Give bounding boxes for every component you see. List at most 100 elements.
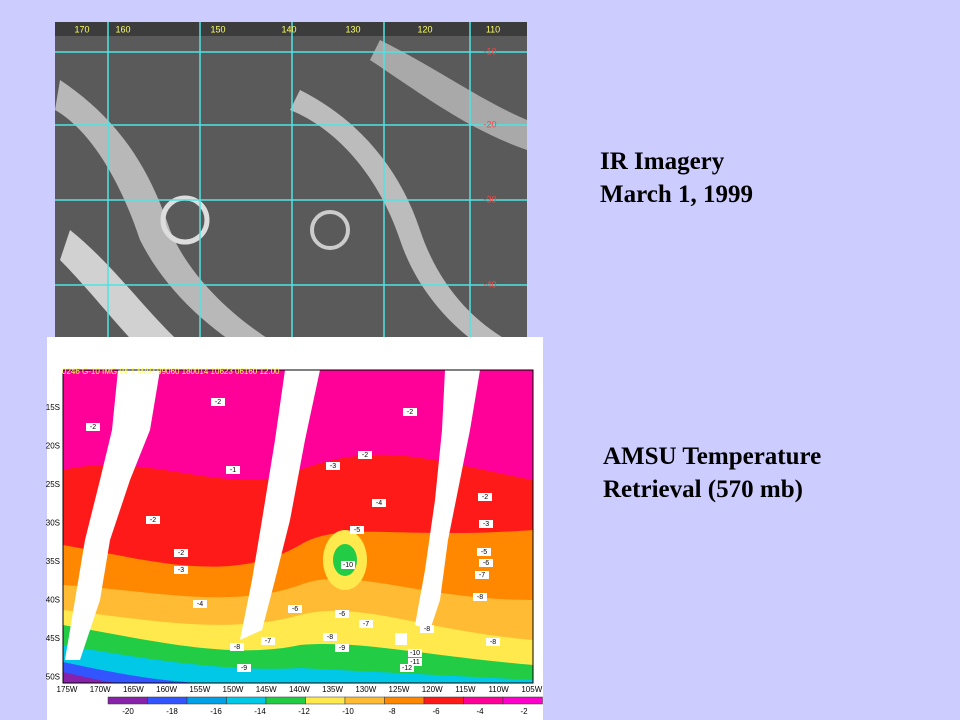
contour-label-bg: [226, 466, 240, 474]
contour-label-bg: [261, 637, 275, 645]
contour-label: -8: [234, 644, 240, 651]
contour-label: -9: [241, 665, 247, 672]
contour-label-bg: [86, 423, 100, 431]
caption-line: AMSU Temperature: [603, 443, 822, 470]
contour-label: -2: [482, 494, 488, 501]
contour-label-bg: [193, 600, 207, 608]
contour-label-bg: [323, 633, 337, 641]
colorbar-label: -6: [432, 707, 440, 716]
map-lon-label: 160W: [156, 685, 177, 694]
colorbar-box: [147, 696, 188, 705]
caption-line: March 1, 1999: [600, 181, 753, 208]
map-lat-label: 35S: [46, 557, 60, 566]
contour-label: -6: [339, 611, 345, 618]
contour-label: -5: [481, 549, 487, 556]
contour-label-bg: [211, 398, 225, 406]
contour-label: -7: [479, 572, 485, 579]
contour-label-bg: [475, 571, 489, 579]
colorbar-label: -14: [254, 707, 266, 716]
contour-label-bg: [237, 664, 251, 672]
contour-label-bg: [479, 559, 493, 567]
map-lon-label: 105W: [521, 685, 542, 694]
caption-ir: IR Imagery March 1, 1999: [600, 145, 753, 211]
contour-label: -10: [410, 650, 420, 657]
contour-label-bg: [408, 658, 422, 666]
contour-label-bg: [478, 493, 492, 501]
map-lon-label: 130W: [355, 685, 376, 694]
contour-label-bg: [174, 549, 188, 557]
caption-line: IR Imagery: [600, 148, 725, 175]
ir-lat-label: -20: [483, 119, 496, 129]
contour-label: -3: [330, 463, 336, 470]
colorbar-box: [186, 696, 227, 705]
contour-label-bg: [400, 664, 414, 672]
map-lon-label: 140W: [289, 685, 310, 694]
colorbar-label: -4: [476, 707, 484, 716]
ir-lon-label: 160: [115, 24, 130, 34]
contour-label: -5: [354, 527, 360, 534]
contour-label: -2: [90, 424, 96, 431]
colorbar-box: [502, 696, 543, 705]
contour-label: -2: [362, 452, 368, 459]
contour-label: -4: [376, 500, 382, 507]
contour-label: -3: [178, 567, 184, 574]
contour-label: -9: [339, 645, 345, 652]
contour-label-bg: [174, 566, 188, 574]
colorbar-label: -12: [298, 707, 310, 716]
contour-label: -12: [402, 665, 412, 672]
ir-lon-label: 150: [210, 24, 225, 34]
ir-lon-label: 110: [486, 24, 500, 34]
caption-line: Retrieval (570 mb): [603, 476, 803, 503]
map-lon-label: 125W: [389, 685, 410, 694]
map-lon-label: 170W: [90, 685, 111, 694]
map-lat-label: 50S: [46, 673, 60, 682]
amsu-map: [47, 337, 543, 720]
colorbar-label: -10: [342, 707, 354, 716]
contour-label-bg: [372, 499, 386, 507]
contour-label: -8: [477, 594, 483, 601]
contour-label-bg: [408, 649, 422, 657]
contour-label: -2: [407, 409, 413, 416]
contour-label-bg: [341, 561, 355, 569]
contour-label: -6: [292, 606, 298, 613]
contour-label: -8: [490, 639, 496, 646]
contour-label: -11: [410, 659, 420, 666]
colorbar-label: -18: [166, 707, 178, 716]
contour-label: -4: [197, 601, 203, 608]
colorbar-box: [384, 696, 425, 705]
contour-label-bg: [350, 526, 364, 534]
contour-label-bg: [230, 643, 244, 651]
colorbar-box: [423, 696, 464, 705]
ir-lat-label: -30: [483, 194, 496, 204]
map-lon-label: 165W: [123, 685, 144, 694]
map-lon-label: 115W: [455, 685, 476, 694]
contour-label: -2: [178, 550, 184, 557]
colorbar-box: [226, 696, 267, 705]
contour-label-bg: [486, 638, 500, 646]
map-lon-label: 120W: [422, 685, 443, 694]
caption-amsu: AMSU Temperature Retrieval (570 mb): [603, 440, 821, 506]
contour-label-bg: [477, 548, 491, 556]
ir-lon-label: 170: [74, 24, 89, 34]
contour-label-bg: [335, 644, 349, 652]
contour-label-bg: [479, 520, 493, 528]
contour-label: -2: [215, 399, 221, 406]
map-lon-label: 175W: [57, 685, 78, 694]
map-lat-label: 45S: [46, 634, 60, 643]
contour-label: -2: [150, 517, 156, 524]
contour-label: -10: [343, 562, 353, 569]
contour-label-bg: [326, 462, 340, 470]
colorbar-label: -20: [122, 707, 134, 716]
ir-lat-label: -10: [483, 46, 496, 56]
contour-label: -8: [327, 634, 333, 641]
map-lat-label: 30S: [46, 519, 60, 528]
map-lat-label: 25S: [46, 480, 60, 489]
map-lat-label: 40S: [46, 596, 60, 605]
contour-label-bg: [335, 610, 349, 618]
contour-label-bg: [420, 625, 434, 633]
ir-image: [55, 22, 527, 378]
contour-label-bg: [473, 593, 487, 601]
contour-label: -3: [483, 521, 489, 528]
ir-footer: 0246 G-10 IMG 04 1 MAR 99060 180014 1062…: [62, 367, 280, 376]
